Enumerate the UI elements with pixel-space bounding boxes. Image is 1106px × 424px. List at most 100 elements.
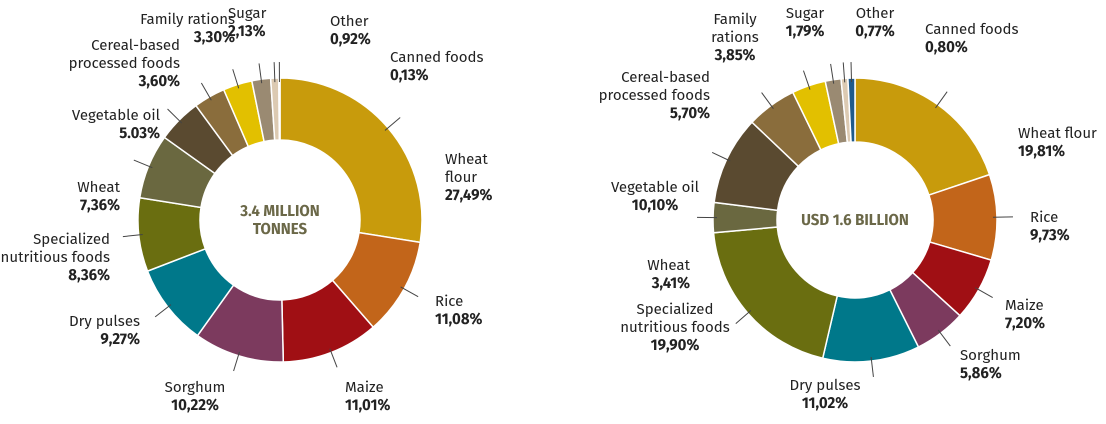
value-label: 11,01% <box>345 396 391 414</box>
category-name: Cereal-based processed foods <box>598 68 710 104</box>
slice-label: Other 0,92% <box>330 12 400 48</box>
slice <box>847 77 856 143</box>
leader-line <box>870 356 874 377</box>
leader-line <box>200 82 212 101</box>
leader-line <box>258 63 263 84</box>
value-label: 0,77% <box>855 22 895 40</box>
value-label: 3,41% <box>651 274 690 292</box>
value-label: 3,30% <box>193 28 235 46</box>
slice-label: Other 0,77% <box>845 4 905 40</box>
category-name: Dry pulses <box>68 312 140 330</box>
slice <box>854 77 991 197</box>
slice-label: Specialized nutritious foods 19,90% <box>610 300 740 354</box>
category-name: Dry pulses <box>789 376 861 394</box>
leader-line <box>133 159 153 169</box>
leader-line <box>830 63 835 84</box>
category-name: Rice <box>435 292 464 310</box>
leader-line <box>935 91 948 109</box>
leader-line <box>761 92 774 109</box>
slice-label: Specialized nutritious foods 8,36% <box>0 230 110 284</box>
category-name: Specialized nutritious foods <box>620 300 730 336</box>
value-label: 8,36% <box>68 266 110 284</box>
leader-line <box>329 348 338 368</box>
value-label: 3,60% <box>138 72 180 90</box>
category-name: Rice <box>1030 208 1059 226</box>
category-name: Vegetable oil <box>71 106 160 124</box>
category-name: Canned foods <box>925 20 1019 38</box>
slice-label: Maize 11,01% <box>345 378 415 414</box>
value-label: 9,27% <box>100 330 140 348</box>
leader-line <box>233 351 240 372</box>
slice-label: Canned foods 0,13% <box>390 48 520 84</box>
leader-line <box>232 69 240 89</box>
value-label: 10,22% <box>171 396 219 414</box>
slice-label: Cereal-based processed foods 3,60% <box>20 36 180 90</box>
value-label: 7,36% <box>79 196 120 214</box>
leader-line <box>937 329 951 347</box>
value-label: 5,70% <box>669 104 710 122</box>
value-label: 7,20% <box>1005 314 1046 332</box>
category-name: Sugar <box>785 4 825 22</box>
value-label: 0,80% <box>925 38 968 56</box>
category-name: Wheat <box>647 256 690 274</box>
category-name: Wheat flour <box>1018 124 1097 142</box>
slice-label: Wheat flour 27,49% <box>445 150 515 204</box>
center-label: 3.4 MILLION TONNES <box>240 202 320 238</box>
value-label: 19,81% <box>1018 142 1066 160</box>
value-label: 11,08% <box>435 310 483 328</box>
slice-label: Dry pulses 11,02% <box>770 376 880 412</box>
slice-label: Sugar 2,13% <box>228 4 298 40</box>
leader-line <box>802 70 811 90</box>
category-name: Family rations <box>711 10 759 46</box>
slice-label: Dry pulses 9,27% <box>40 312 140 348</box>
category-name: Wheat <box>77 178 120 196</box>
category-name: Maize <box>345 378 384 396</box>
value-label: 0,13% <box>390 66 429 84</box>
slice-label: Wheat 3,41% <box>600 256 690 292</box>
slice-label: Canned foods 0,80% <box>925 20 1065 56</box>
category-name: Other <box>855 4 895 22</box>
value-label: 0,92% <box>330 30 371 48</box>
slice-label: Cereal-based processed foods 5,70% <box>550 68 710 122</box>
slice-label: Rice 11,08% <box>435 292 505 328</box>
category-name: Maize <box>1005 296 1044 314</box>
slice-label: Wheat flour 19,81% <box>1018 124 1098 160</box>
value-label: 5.03% <box>119 124 160 142</box>
slice-label: Maize 7,20% <box>1005 296 1075 332</box>
leader-line <box>122 234 143 238</box>
value-label: 1,79% <box>785 22 825 40</box>
value-label: 11,02% <box>801 394 849 412</box>
category-name: Sugar <box>228 4 267 22</box>
slice-label: Sugar 1,79% <box>780 4 830 40</box>
category-name: Cereal-based processed foods <box>68 36 180 72</box>
slice-label: Rice 9,73% <box>1030 208 1100 244</box>
value-label: 27,49% <box>445 186 493 204</box>
category-name: Sorghum <box>960 346 1021 364</box>
value-label: 19,90% <box>650 336 700 354</box>
category-name: Specialized nutritious foods <box>0 230 110 266</box>
leader-line <box>400 286 419 298</box>
slice-label: Vegetable oil 5.03% <box>0 106 160 142</box>
category-name: Canned foods <box>390 48 484 66</box>
category-name: Sorghum <box>164 378 226 396</box>
value-label: 9,73% <box>1030 226 1070 244</box>
leader-line <box>384 117 401 131</box>
leader-line <box>273 62 276 83</box>
slice-label: Sorghum 5,86% <box>960 346 1040 382</box>
value-label: 2,13% <box>228 22 266 40</box>
slice-label: Family rations 3,85% <box>690 10 780 64</box>
leader-line <box>975 287 993 298</box>
category-name: Other <box>330 12 369 30</box>
slice-label: Wheat 7,36% <box>20 178 120 214</box>
leader-line <box>154 304 172 318</box>
leader-line <box>842 62 846 83</box>
value-label: 10,10% <box>631 196 679 214</box>
leader-line <box>850 62 853 83</box>
slice-label: Sorghum 10,22% <box>150 378 240 414</box>
slice <box>278 77 281 141</box>
value-label: 5,86% <box>960 364 1002 382</box>
value-label: 3,85% <box>714 46 756 64</box>
category-name: Wheat flour <box>445 150 488 186</box>
leader-line <box>167 108 183 124</box>
